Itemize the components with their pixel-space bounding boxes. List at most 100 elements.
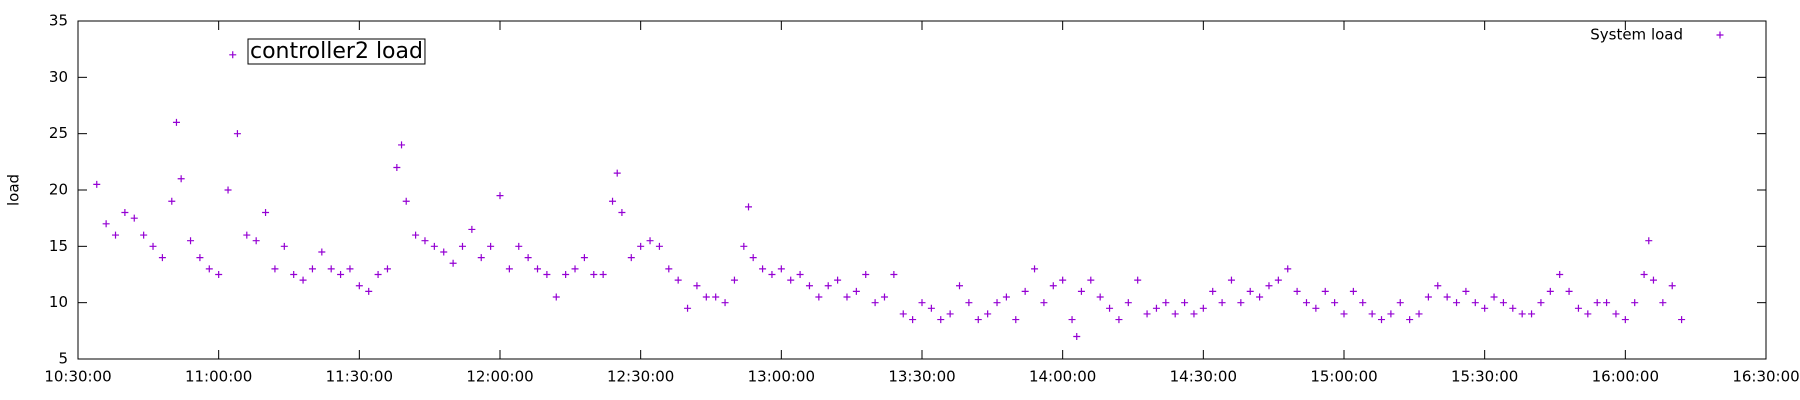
data-point xyxy=(1302,299,1310,307)
data-point xyxy=(580,254,588,262)
data-point xyxy=(655,242,663,250)
data-point xyxy=(430,242,438,250)
data-point xyxy=(1209,287,1217,295)
data-point xyxy=(1143,310,1151,318)
data-point xyxy=(1668,282,1676,290)
data-point xyxy=(299,276,307,284)
data-point xyxy=(327,265,335,273)
y-tick-label: 30 xyxy=(49,68,68,86)
data-point xyxy=(571,265,579,273)
data-point xyxy=(102,220,110,228)
data-point xyxy=(1124,299,1132,307)
data-point xyxy=(1518,310,1526,318)
data-point xyxy=(402,197,410,205)
data-point xyxy=(1293,287,1301,295)
data-point xyxy=(393,163,401,171)
x-tick-label: 12:30:00 xyxy=(607,368,674,386)
data-point xyxy=(515,242,523,250)
data-point xyxy=(168,197,176,205)
data-point xyxy=(458,242,466,250)
data-point xyxy=(421,237,429,245)
data-point xyxy=(280,242,288,250)
data-point xyxy=(1593,299,1601,307)
data-point xyxy=(149,242,157,250)
data-point xyxy=(590,271,598,278)
data-point xyxy=(852,287,860,295)
data-point xyxy=(252,237,260,245)
data-point xyxy=(562,271,570,278)
data-point xyxy=(383,265,391,273)
data-point xyxy=(1181,299,1189,307)
data-point xyxy=(937,316,945,324)
data-point xyxy=(1396,299,1404,307)
data-point xyxy=(740,242,748,250)
data-point xyxy=(1115,316,1123,324)
data-point xyxy=(1640,271,1648,278)
data-point xyxy=(862,271,870,278)
data-point xyxy=(355,282,363,290)
data-point xyxy=(646,237,654,245)
data-point xyxy=(224,186,232,194)
y-tick-label: 15 xyxy=(49,237,68,255)
data-point xyxy=(158,254,166,262)
data-point xyxy=(1068,316,1076,324)
data-point xyxy=(909,316,917,324)
data-point xyxy=(693,282,701,290)
x-tick-label: 15:00:00 xyxy=(1310,368,1377,386)
data-point xyxy=(777,265,785,273)
data-point xyxy=(1678,316,1686,324)
data-point xyxy=(1509,304,1517,312)
data-point xyxy=(749,254,757,262)
data-point xyxy=(1218,299,1226,307)
data-point xyxy=(1059,276,1067,284)
data-point xyxy=(505,265,513,273)
data-point xyxy=(524,254,532,262)
data-point xyxy=(834,276,842,284)
data-point xyxy=(1546,287,1554,295)
data-point xyxy=(1415,310,1423,318)
data-point xyxy=(1162,299,1170,307)
data-point xyxy=(880,293,888,301)
data-point xyxy=(1424,293,1432,301)
data-point xyxy=(1481,304,1489,312)
x-tick-label: 16:00:00 xyxy=(1592,368,1659,386)
data-point xyxy=(965,299,973,307)
y-tick-label: 35 xyxy=(49,12,68,30)
data-point xyxy=(787,276,795,284)
data-point xyxy=(918,299,926,307)
data-point xyxy=(1096,293,1104,301)
data-point xyxy=(899,310,907,318)
data-point xyxy=(1237,299,1245,307)
y-tick-label: 5 xyxy=(58,350,68,368)
data-point xyxy=(1528,310,1536,318)
data-point xyxy=(215,271,223,278)
data-point xyxy=(627,254,635,262)
data-point xyxy=(1462,287,1470,295)
data-point xyxy=(1012,316,1020,324)
data-point xyxy=(1087,276,1095,284)
x-tick-label: 11:00:00 xyxy=(185,368,252,386)
data-point xyxy=(1537,299,1545,307)
data-point xyxy=(496,192,504,200)
legend-label: System load xyxy=(1590,26,1683,44)
data-point xyxy=(534,265,542,273)
data-point xyxy=(1359,299,1367,307)
data-point xyxy=(121,209,129,217)
data-point xyxy=(1021,287,1029,295)
data-point xyxy=(290,271,298,278)
data-point xyxy=(1659,299,1667,307)
data-point xyxy=(1631,299,1639,307)
data-point xyxy=(1312,304,1320,312)
data-point xyxy=(1490,293,1498,301)
x-tick-label: 10:30:00 xyxy=(44,368,111,386)
data-point xyxy=(665,265,673,273)
data-point xyxy=(318,248,326,256)
data-point xyxy=(1199,304,1207,312)
data-point xyxy=(1603,299,1611,307)
data-point xyxy=(140,231,148,239)
data-point xyxy=(1152,304,1160,312)
data-point xyxy=(1256,293,1264,301)
data-point xyxy=(196,254,204,262)
data-point xyxy=(1584,310,1592,318)
data-point xyxy=(1106,304,1114,312)
